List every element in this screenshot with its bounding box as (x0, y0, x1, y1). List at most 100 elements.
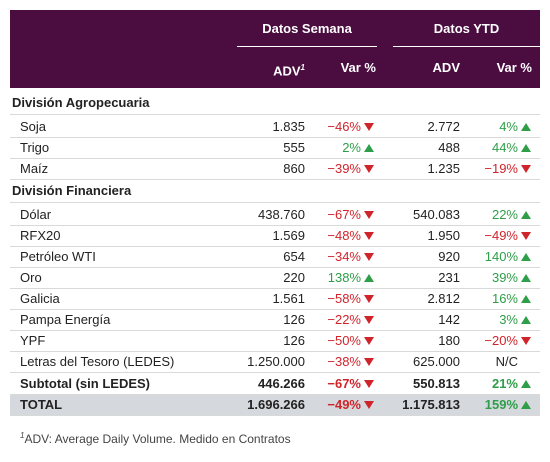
adv-value: 1.250.000 (247, 354, 305, 369)
var-value: −50% (327, 333, 361, 348)
arrow-shape (521, 253, 531, 261)
row-separator (10, 267, 540, 268)
up-arrow (521, 316, 531, 324)
row-separator (10, 372, 540, 373)
row-label: Maíz (20, 161, 49, 176)
adv-value: 1.950 (427, 228, 460, 243)
arrow-shape (521, 316, 531, 324)
down-arrow (364, 123, 374, 131)
row-label: YPF (20, 333, 46, 348)
adv-value: 1.561 (272, 291, 305, 306)
var-value: −48% (327, 228, 361, 243)
down-arrow (364, 253, 374, 261)
arrow-shape (364, 123, 374, 131)
arrow-shape (364, 144, 374, 152)
arrow-shape (521, 144, 531, 152)
row-label: Pampa Energía (20, 312, 111, 327)
down-arrow (364, 358, 374, 366)
var-value: −38% (327, 354, 361, 369)
arrow-shape (364, 253, 374, 261)
var-value: 4% (499, 119, 518, 134)
group-header: Datos YTD (433, 21, 500, 36)
arrow-shape (364, 165, 374, 173)
adv-value: 860 (283, 161, 305, 176)
row-separator (10, 246, 540, 247)
row-label: Letras del Tesoro (LEDES) (20, 354, 175, 369)
group-header: Datos Semana (262, 21, 352, 36)
adv-value: 555 (283, 140, 305, 155)
var-value: −49% (327, 397, 361, 412)
group-rule (393, 46, 540, 47)
var-value: 3% (499, 312, 518, 327)
row-separator (10, 351, 540, 352)
adv-value: 2.812 (427, 291, 460, 306)
arrow-shape (521, 295, 531, 303)
adv-value: 625.000 (413, 354, 460, 369)
up-arrow (521, 295, 531, 303)
column-header: Var % (340, 60, 376, 75)
arrow-shape (521, 123, 531, 131)
row-label: Oro (20, 270, 42, 285)
arrow-shape (364, 358, 374, 366)
row-label: Dólar (20, 207, 52, 222)
down-arrow (364, 401, 374, 409)
up-arrow (521, 274, 531, 282)
arrow-shape (364, 211, 374, 219)
adv-value: 1.569 (272, 228, 305, 243)
column-header: ADV (432, 60, 460, 75)
section-title: División Financiera (12, 183, 132, 198)
down-arrow (364, 211, 374, 219)
row-separator (10, 158, 540, 159)
total-band (10, 394, 540, 415)
down-arrow (364, 295, 374, 303)
down-arrow (364, 165, 374, 173)
adv-value: 920 (438, 249, 460, 264)
down-arrow (521, 232, 531, 240)
adv-value: 446.266 (258, 376, 305, 391)
up-arrow (521, 380, 531, 388)
row-separator (10, 202, 540, 203)
arrow-shape (521, 401, 531, 409)
down-arrow (364, 337, 374, 345)
arrow-shape (521, 274, 531, 282)
var-value: 21% (491, 376, 518, 391)
var-value: 39% (491, 270, 518, 285)
var-value: −39% (327, 161, 361, 176)
var-value: −20% (484, 333, 518, 348)
column-label: ADV (273, 63, 301, 79)
up-arrow (364, 144, 374, 152)
adv-value: 654 (283, 249, 305, 264)
footnote: 1ADV: Average Daily Volume. Medido en Co… (20, 425, 291, 446)
row-separator (10, 330, 540, 331)
var-value: −46% (327, 119, 361, 134)
footnote-text: ADV: Average Daily Volume. Medido en Con… (24, 432, 291, 446)
arrow-shape (364, 232, 374, 240)
adv-value: 550.813 (413, 376, 460, 391)
adv-value: 2.772 (427, 119, 460, 134)
adv-value: 126 (283, 312, 305, 327)
adv-value: 231 (438, 270, 460, 285)
arrow-shape (364, 380, 374, 388)
group-rule (237, 46, 377, 47)
up-arrow (521, 253, 531, 261)
arrow-shape (521, 232, 531, 240)
footnote-mark: 1 (300, 63, 305, 72)
arrow-shape (521, 380, 531, 388)
var-value: 2% (342, 140, 361, 155)
arrow-shape (364, 274, 374, 282)
var-value: −34% (327, 249, 361, 264)
row-separator (10, 137, 540, 138)
row-separator (10, 179, 540, 180)
row-separator (10, 288, 540, 289)
adv-value: 1.175.813 (402, 397, 460, 412)
adv-value: 142 (438, 312, 460, 327)
arrow-shape (521, 337, 531, 345)
down-arrow (364, 232, 374, 240)
down-arrow (364, 316, 374, 324)
row-label: RFX20 (20, 228, 61, 243)
var-value: 140% (484, 249, 518, 264)
section-title: División Agropecuaria (12, 95, 150, 110)
var-value: −22% (327, 312, 361, 327)
var-value: 22% (491, 207, 518, 222)
